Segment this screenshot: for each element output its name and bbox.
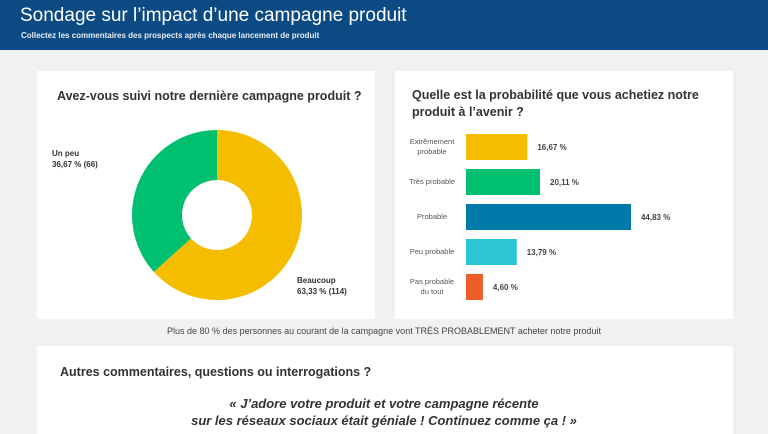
pie-chart-title: Avez-vous suivi notre dernière campagne … [57, 89, 362, 103]
bar-category-label-0: Extrêmement probable [402, 137, 462, 157]
bar-category-label-0-line-0: Extrêmement [409, 137, 455, 146]
comments-question: Autres commentaires, questions ou interr… [60, 365, 372, 379]
bar-value-label-0: 16,67 % [537, 143, 566, 152]
bar-chart-title: Quelle est la probabilité que vous achet… [412, 88, 699, 119]
bar-category-label-0-line-1: probable [417, 147, 447, 156]
bar-3 [466, 239, 517, 265]
pie-label-un-peu-name: Un peu [52, 149, 80, 158]
pie-label-beaucoup: Beaucoup 63,33 % (114) [297, 275, 347, 297]
purchase-likelihood-card [395, 71, 733, 319]
pie-label-beaucoup-value: 63,33 % (114) [297, 287, 347, 296]
bar-category-label-4: Pas probable du tout [402, 277, 462, 297]
donut-svg [132, 130, 302, 300]
bar-category-label-2: Probable [402, 212, 462, 222]
bar-category-label-3-line-0: Peu probable [409, 247, 455, 256]
pie-label-beaucoup-name: Beaucoup [297, 276, 336, 285]
page-title: Sondage sur l’impact d’une campagne prod… [20, 5, 407, 26]
footnote: Plus de 80 % des personnes au courant de… [167, 326, 601, 336]
bar-category-label-1: Très probable [402, 177, 462, 187]
quote-line-1: « J’adore votre produit et votre campagn… [229, 396, 539, 411]
bar-value-label-3: 13,79 % [527, 248, 556, 257]
bar-4 [466, 274, 483, 300]
bar-2 [466, 204, 631, 230]
donut-slice-beaucoup [153, 130, 302, 300]
donut-slice-un-peu [132, 130, 217, 272]
survey-header: Sondage sur l’impact d’une campagne prod… [0, 0, 768, 50]
bar-category-label-1-line-0: Très probable [409, 177, 455, 186]
bar-0 [466, 134, 528, 160]
bar-category-label-4-line-0: Pas probable [409, 277, 455, 286]
bar-1 [466, 169, 541, 195]
bar-category-label-2-line-0: Probable [416, 212, 448, 221]
donut-chart [130, 128, 304, 302]
comments-card [37, 346, 733, 434]
pie-label-un-peu: Un peu 36,67 % (66) [52, 148, 98, 170]
quote-line-2: sur les réseaux sociaux était géniale ! … [191, 413, 577, 428]
bar-category-label-3: Peu probable [402, 247, 462, 257]
pie-label-un-peu-value: 36,67 % (66) [52, 160, 98, 169]
bar-value-label-1: 20,11 % [550, 178, 579, 187]
bar-category-label-4-line-1: du tout [420, 287, 444, 296]
page-subtitle: Collectez les commentaires des prospects… [21, 31, 320, 40]
bar-value-label-2: 44,83 % [641, 213, 670, 222]
bar-value-label-4: 4,60 % [493, 283, 518, 292]
